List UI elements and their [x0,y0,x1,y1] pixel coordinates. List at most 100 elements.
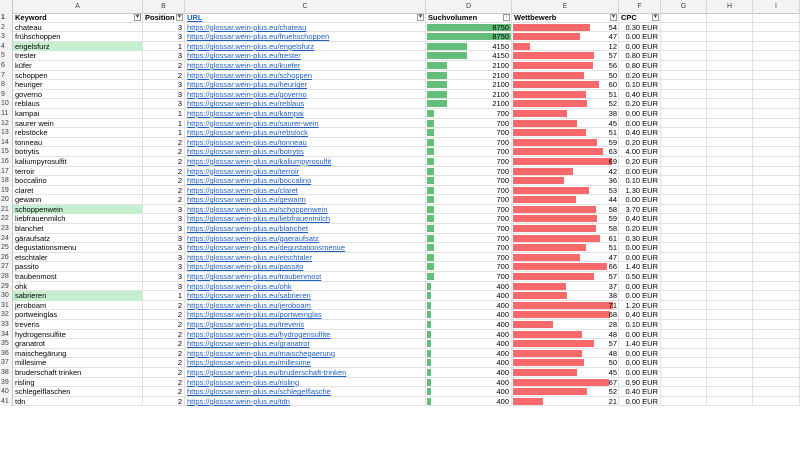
position-cell[interactable]: 3 [143,80,185,90]
position-cell[interactable]: 2 [143,320,185,330]
empty-cell[interactable] [753,300,800,311]
empty-cell[interactable] [661,377,707,388]
suchvolumen-cell[interactable]: 700 [426,118,512,129]
column-letter-i[interactable]: I [753,0,800,13]
empty-cell[interactable] [753,233,800,244]
empty-cell[interactable] [707,329,753,340]
suchvolumen-cell[interactable]: 2100 [426,99,512,109]
suchvolumen-cell[interactable]: 700 [426,137,512,148]
empty-cell[interactable] [707,51,753,61]
keyword-cell[interactable]: chateau [13,22,143,33]
keyword-cell[interactable]: granatrot [13,339,143,349]
suchvolumen-cell[interactable]: 400 [426,367,512,378]
wettbewerb-cell[interactable]: 67 [512,377,619,388]
cpc-cell[interactable]: 0.20 EUR [619,137,661,148]
row-number[interactable]: 17 [0,166,13,177]
empty-cell[interactable] [753,80,800,90]
position-cell[interactable]: 2 [143,70,185,81]
empty-cell[interactable] [661,118,707,129]
position-cell[interactable]: 3 [143,243,185,253]
column-letter-h[interactable]: H [707,0,753,13]
suchvolumen-cell[interactable]: 400 [426,358,512,368]
empty-cell[interactable] [707,156,753,167]
empty-cell[interactable] [661,70,707,81]
url-link[interactable]: https://glossar.wein-plus.eu/trester [187,51,301,61]
sort-filter-icon[interactable]: ↓ [503,14,510,21]
url-link[interactable]: https://glossar.wein-plus.eu/engelsfurz [187,41,315,51]
position-cell[interactable]: 2 [143,185,185,196]
empty-cell[interactable] [707,195,753,205]
url-cell[interactable]: https://glossar.wein-plus.eu/millesime [185,358,426,368]
url-link[interactable]: https://glossar.wein-plus.eu/reblaus [187,99,305,109]
position-cell[interactable]: 2 [143,358,185,368]
empty-cell[interactable] [661,51,707,61]
empty-cell[interactable] [661,320,707,330]
empty-cell[interactable] [707,243,753,253]
position-cell[interactable]: 3 [143,252,185,263]
row-number[interactable]: 7 [0,70,13,81]
empty-cell[interactable] [707,262,753,273]
url-link[interactable]: https://glossar.wein-plus.eu/fruehschopp… [187,32,330,42]
cpc-cell[interactable]: 0.30 EUR [619,22,661,33]
suchvolumen-cell[interactable]: 2100 [426,80,512,90]
suchvolumen-cell[interactable]: 700 [426,195,512,205]
keyword-cell[interactable]: degustationsmenu [13,243,143,253]
url-cell[interactable]: https://glossar.wein-plus.eu/fruehschopp… [185,32,426,42]
suchvolumen-cell[interactable]: 700 [426,176,512,186]
cpc-cell[interactable]: 1.40 EUR [619,339,661,349]
keyword-cell[interactable]: maischegärung [13,348,143,359]
url-cell[interactable]: https://glossar.wein-plus.eu/tdn [185,396,426,407]
keyword-cell[interactable]: engelsfurz [13,41,143,52]
url-link[interactable]: https://glossar.wein-plus.eu/gewann [187,195,306,205]
keyword-cell[interactable]: hydrogensulfite [13,329,143,340]
suchvolumen-cell[interactable]: 400 [426,310,512,320]
url-cell[interactable]: https://glossar.wein-plus.eu/etschtaler [185,252,426,263]
keyword-cell[interactable]: etschtaler [13,252,143,263]
empty-cell[interactable] [661,195,707,205]
empty-cell[interactable] [661,13,707,23]
empty-cell[interactable] [753,214,800,225]
cpc-cell[interactable]: 0.40 EUR [619,89,661,100]
cpc-cell[interactable]: 3.70 EUR [619,204,661,215]
position-cell[interactable]: 3 [143,262,185,273]
empty-cell[interactable] [661,224,707,234]
url-link[interactable]: https://glossar.wein-plus.eu/liebfrauenm… [187,214,330,224]
empty-cell[interactable] [661,22,707,33]
empty-cell[interactable] [661,204,707,215]
cpc-cell[interactable]: 0.00 EUR [619,108,661,119]
empty-cell[interactable] [753,99,800,109]
keyword-cell[interactable]: schoppenwein [13,204,143,215]
row-number[interactable]: 21 [0,204,13,215]
url-link[interactable]: https://glossar.wein-plus.eu/maischegaer… [187,348,336,358]
empty-cell[interactable] [753,22,800,33]
keyword-cell[interactable]: traubenmost [13,272,143,282]
empty-cell[interactable] [707,128,753,138]
position-cell[interactable]: 3 [143,214,185,225]
position-cell[interactable]: 2 [143,367,185,378]
wettbewerb-cell[interactable]: 57 [512,51,619,61]
empty-cell[interactable] [707,185,753,196]
url-link[interactable]: https://glossar.wein-plus.eu/gaeraufsatz [187,233,319,243]
url-link[interactable]: https://glossar.wein-plus.eu/risling [187,377,300,387]
empty-cell[interactable] [661,262,707,273]
cpc-cell[interactable]: 0.40 EUR [619,310,661,320]
url-cell[interactable]: https://glossar.wein-plus.eu/terroir [185,166,426,177]
url-cell[interactable]: https://glossar.wein-plus.eu/tonneau [185,137,426,148]
empty-cell[interactable] [661,41,707,52]
position-cell[interactable]: 2 [143,166,185,177]
url-cell[interactable]: https://glossar.wein-plus.eu/gewann [185,195,426,205]
empty-cell[interactable] [661,329,707,340]
suchvolumen-cell[interactable]: 400 [426,281,512,292]
column-letter-b[interactable]: B [143,0,185,13]
empty-cell[interactable] [707,214,753,225]
position-cell[interactable]: 2 [143,310,185,320]
wettbewerb-cell[interactable]: 45 [512,367,619,378]
keyword-cell[interactable]: schlegelflaschen [13,387,143,397]
suchvolumen-cell[interactable]: 400 [426,396,512,407]
keyword-cell[interactable]: boccalino [13,176,143,186]
empty-cell[interactable] [707,32,753,42]
keyword-cell[interactable]: liebfrauenmilch [13,214,143,225]
wettbewerb-cell[interactable]: 48 [512,329,619,340]
cpc-cell[interactable]: 0.00 EUR [619,281,661,292]
url-link[interactable]: https://glossar.wein-plus.eu/jeroboam [187,300,311,310]
